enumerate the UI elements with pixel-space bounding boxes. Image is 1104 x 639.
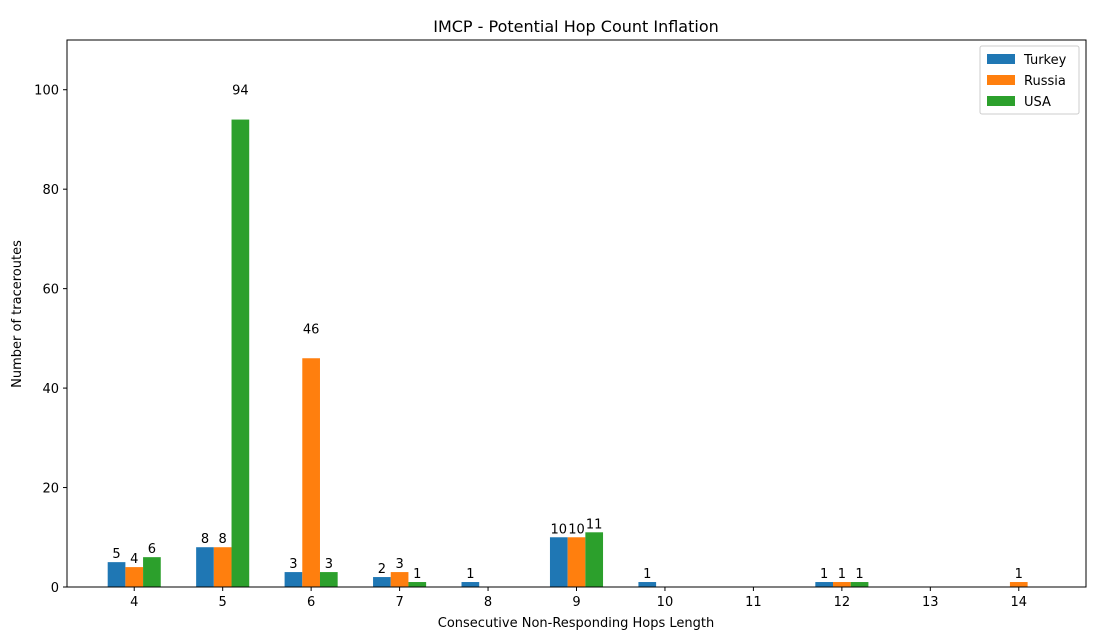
bar-value-label: 3 xyxy=(395,557,403,572)
bar-turkey-9 xyxy=(549,537,568,587)
bar-turkey-7 xyxy=(373,577,391,587)
bar-value-label: 46 xyxy=(303,322,320,337)
bar-value-label: 8 xyxy=(219,532,227,547)
bar-value-label: 10 xyxy=(551,522,568,537)
y-tick-label: 20 xyxy=(42,482,59,497)
bar-usa-12 xyxy=(850,582,869,587)
legend-swatch-usa xyxy=(987,96,1015,106)
bar-russia-7 xyxy=(390,572,409,587)
bar-value-label: 1 xyxy=(1015,567,1023,582)
bar-russia-6 xyxy=(302,358,320,587)
bar-russia-5 xyxy=(213,547,232,587)
bar-usa-4 xyxy=(143,557,161,587)
y-axis-title: Number of traceroutes xyxy=(10,240,25,388)
bar-value-label: 2 xyxy=(378,562,386,577)
bar-russia-12 xyxy=(833,582,851,587)
y-tick-label: 80 xyxy=(42,183,59,198)
y-tick-label: 40 xyxy=(42,382,59,397)
bar-usa-7 xyxy=(408,582,427,587)
bar-value-label: 10 xyxy=(568,522,585,537)
bar-value-label: 5 xyxy=(112,547,120,562)
bar-value-label: 1 xyxy=(413,567,421,582)
x-tick-label: 10 xyxy=(657,595,674,610)
bar-value-label: 94 xyxy=(232,84,249,99)
x-tick-label: 13 xyxy=(922,595,939,610)
bar-value-label: 1 xyxy=(466,567,474,582)
x-tick-label: 12 xyxy=(834,595,851,610)
x-tick-label: 11 xyxy=(745,595,762,610)
y-tick-label: 60 xyxy=(42,283,59,298)
bar-usa-9 xyxy=(585,532,604,587)
bar-value-label: 3 xyxy=(289,557,297,572)
y-tick-label: 0 xyxy=(51,581,59,596)
x-tick-label: 9 xyxy=(572,595,580,610)
bar-value-label: 4 xyxy=(130,552,138,567)
bar-value-label: 3 xyxy=(325,557,333,572)
x-tick-label: 8 xyxy=(484,595,492,610)
bar-russia-4 xyxy=(125,567,144,587)
x-tick-label: 4 xyxy=(130,595,138,610)
x-tick-label: 7 xyxy=(395,595,403,610)
bar-turkey-4 xyxy=(107,562,126,587)
y-axis: 0 20 40 60 80 100 xyxy=(34,84,67,596)
bar-value-label: 1 xyxy=(838,567,846,582)
legend-swatch-russia xyxy=(987,75,1015,85)
bar-value-label: 1 xyxy=(855,567,863,582)
bar-russia-14 xyxy=(1009,582,1028,587)
legend-label-russia: Russia xyxy=(1024,74,1066,89)
bar-usa-5 xyxy=(231,119,250,587)
plot-area xyxy=(107,119,1028,587)
x-tick-label: 5 xyxy=(219,595,227,610)
x-axis: 4 5 6 7 8 9 10 11 12 13 14 xyxy=(130,587,1027,610)
legend: Turkey Russia USA xyxy=(979,45,1080,115)
chart-title: IMCP - Potential Hop Count Inflation xyxy=(433,17,719,36)
bar-value-label: 8 xyxy=(201,532,209,547)
bar-turkey-10 xyxy=(638,582,657,587)
legend-label-turkey: Turkey xyxy=(1023,53,1067,68)
bar-russia-9 xyxy=(567,537,586,587)
x-axis-title: Consecutive Non-Responding Hops Length xyxy=(438,616,714,631)
bar-turkey-6 xyxy=(284,572,303,587)
y-tick-label: 100 xyxy=(34,84,59,99)
legend-label-usa: USA xyxy=(1024,95,1051,110)
bar-value-label: 1 xyxy=(820,567,828,582)
x-tick-label: 6 xyxy=(307,595,315,610)
legend-swatch-turkey xyxy=(987,54,1015,64)
bar-turkey-8 xyxy=(461,582,480,587)
bar-usa-6 xyxy=(319,572,338,587)
x-tick-label: 14 xyxy=(1011,595,1028,610)
bar-value-label: 1 xyxy=(643,567,651,582)
bar-turkey-12 xyxy=(815,582,834,587)
bar-value-label: 6 xyxy=(148,542,156,557)
bar-value-label: 11 xyxy=(586,517,603,532)
bar-turkey-5 xyxy=(196,547,214,587)
